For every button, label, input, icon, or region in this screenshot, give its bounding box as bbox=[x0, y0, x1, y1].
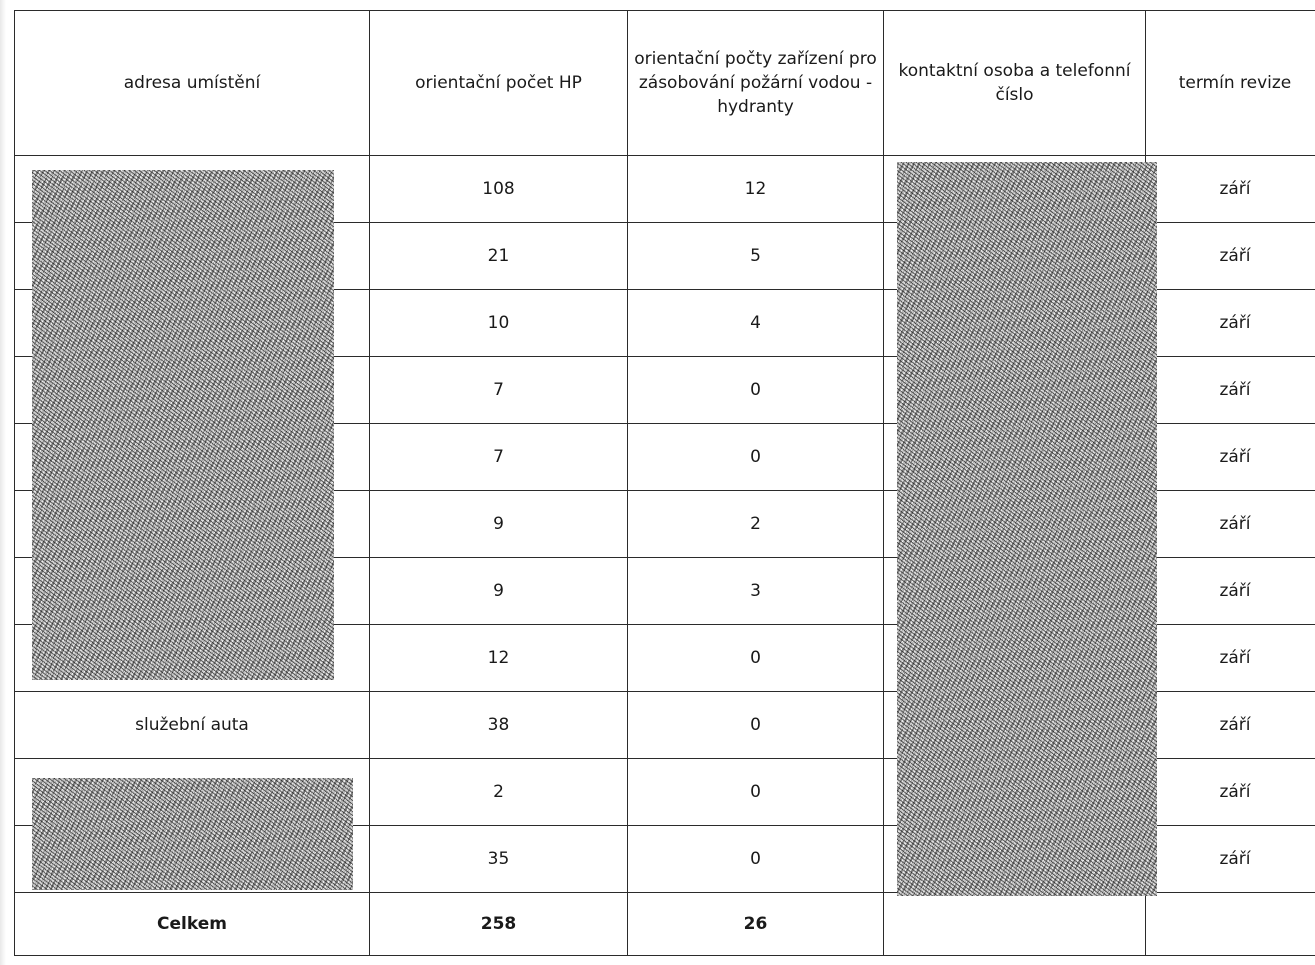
cell-hydrants: 0 bbox=[627, 691, 884, 759]
cell-term: září bbox=[1145, 490, 1315, 558]
header-address: adresa umístění bbox=[14, 10, 370, 156]
header-hydrants: orientační počty zařízení pro zásobování… bbox=[627, 10, 884, 156]
cell-hp: 9 bbox=[369, 557, 628, 625]
cell-hydrants: 0 bbox=[627, 356, 884, 424]
cell-address: služební auta bbox=[14, 691, 370, 759]
cell-hydrants: 0 bbox=[627, 624, 884, 692]
cell-term: září bbox=[1145, 624, 1315, 692]
cell-term: září bbox=[1145, 155, 1315, 223]
cell-hydrants: 3 bbox=[627, 557, 884, 625]
cell-hp: 38 bbox=[369, 691, 628, 759]
header-hp-count: orientační počet HP bbox=[369, 10, 628, 156]
cell-hydrants: 2 bbox=[627, 490, 884, 558]
header-term: termín revize bbox=[1145, 10, 1315, 156]
total-term bbox=[1145, 892, 1315, 956]
cell-term: září bbox=[1145, 423, 1315, 491]
cell-hp: 9 bbox=[369, 490, 628, 558]
scan-edge-shadow bbox=[0, 0, 6, 965]
redacted-contact-block bbox=[897, 162, 1157, 896]
cell-hp: 108 bbox=[369, 155, 628, 223]
cell-term: září bbox=[1145, 691, 1315, 759]
cell-term: září bbox=[1145, 758, 1315, 826]
cell-hydrants: 12 bbox=[627, 155, 884, 223]
cell-term: září bbox=[1145, 222, 1315, 290]
cell-hydrants: 4 bbox=[627, 289, 884, 357]
cell-term: září bbox=[1145, 289, 1315, 357]
cell-hydrants: 0 bbox=[627, 423, 884, 491]
total-label: Celkem bbox=[14, 892, 370, 956]
cell-hp: 35 bbox=[369, 825, 628, 893]
cell-term: září bbox=[1145, 557, 1315, 625]
cell-hp: 21 bbox=[369, 222, 628, 290]
cell-hydrants: 5 bbox=[627, 222, 884, 290]
header-contact: kontaktní osoba a telefonní číslo bbox=[883, 10, 1146, 156]
cell-term: září bbox=[1145, 825, 1315, 893]
redacted-address-block bbox=[32, 170, 334, 680]
cell-hp: 10 bbox=[369, 289, 628, 357]
cell-hp: 12 bbox=[369, 624, 628, 692]
total-contact bbox=[883, 892, 1146, 956]
cell-hydrants: 0 bbox=[627, 758, 884, 826]
total-row: Celkem 258 26 bbox=[14, 892, 1315, 956]
cell-term: září bbox=[1145, 356, 1315, 424]
cell-hp: 7 bbox=[369, 423, 628, 491]
redacted-address-block bbox=[32, 778, 353, 890]
table-header-row: adresa umístění orientační počet HP orie… bbox=[14, 10, 1315, 156]
cell-hp: 7 bbox=[369, 356, 628, 424]
cell-hydrants: 0 bbox=[627, 825, 884, 893]
total-hp: 258 bbox=[369, 892, 628, 956]
total-hydrants: 26 bbox=[627, 892, 884, 956]
cell-hp: 2 bbox=[369, 758, 628, 826]
